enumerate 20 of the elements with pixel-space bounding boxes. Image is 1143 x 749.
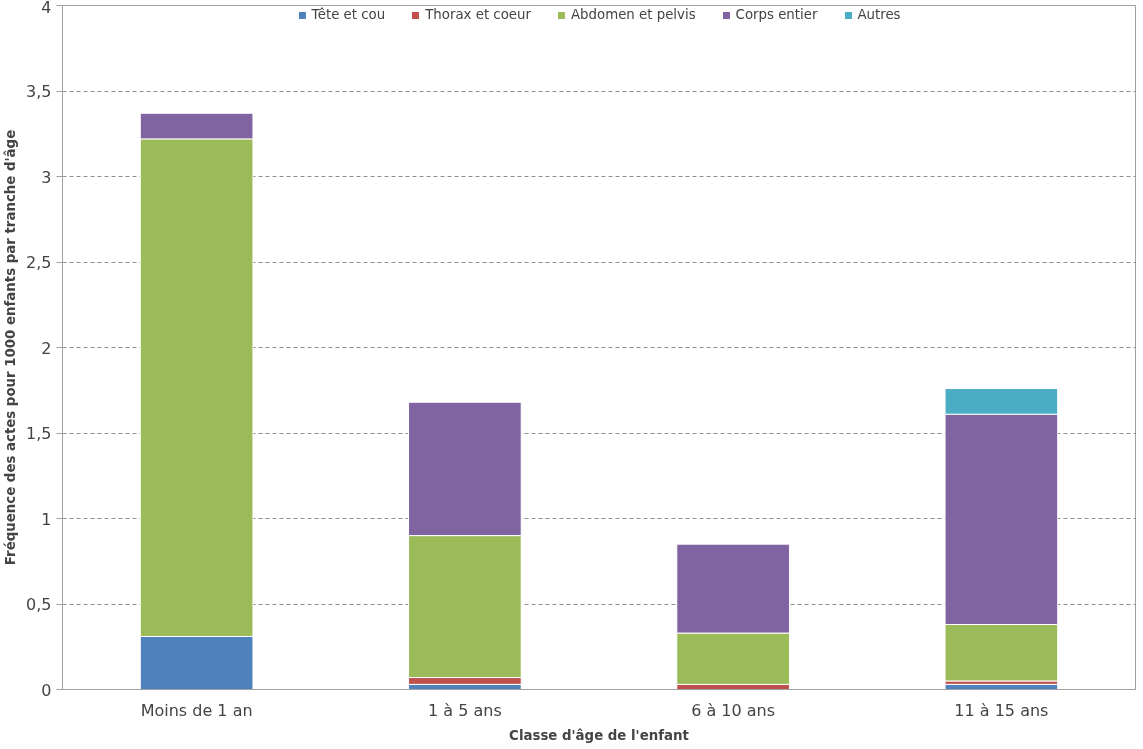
y-tick-label: 3 bbox=[41, 167, 52, 187]
y-tick-label: 0,5 bbox=[26, 595, 52, 614]
y-tick-label: 4 bbox=[41, 0, 52, 17]
legend-label: Tête et cou bbox=[311, 7, 386, 22]
y-tick-label: 1 bbox=[41, 509, 52, 529]
x-tick-label: 11 à 15 ans bbox=[954, 700, 1049, 720]
legend-label: Abdomen et pelvis bbox=[570, 7, 696, 22]
y-axis-title: Fréquence des actes pour 1000 enfants par tranche d'âge bbox=[3, 129, 19, 566]
y-tick-label: 1,5 bbox=[26, 424, 52, 443]
y-tick-label: 2,5 bbox=[26, 253, 52, 272]
legend-label: Thorax et coeur bbox=[425, 7, 531, 22]
legend-label: Corps entier bbox=[735, 7, 818, 22]
y-tick-label: 3,5 bbox=[26, 82, 52, 101]
x-axis-title: Classe d'âge de l'enfant bbox=[509, 727, 690, 743]
x-tick-label: 6 à 10 ans bbox=[691, 700, 776, 720]
x-tick-label: 1 à 5 ans bbox=[428, 700, 502, 720]
y-tick-label: 0 bbox=[41, 680, 52, 700]
y-tick-label: 2 bbox=[41, 338, 52, 358]
x-tick-label: Moins de 1 an bbox=[140, 700, 253, 720]
legend-label: Autres bbox=[857, 7, 901, 22]
